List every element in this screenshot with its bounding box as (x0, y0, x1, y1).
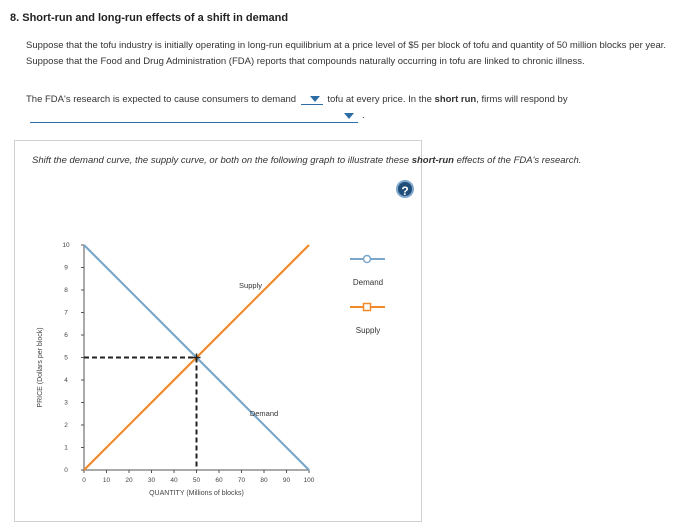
instruction-after: effects of the FDA's research. (456, 155, 582, 166)
instruction-text: Shift the demand curve, the supply curve… (32, 155, 581, 166)
x-axis-label: QUANTITY (Millions of blocks) (149, 490, 244, 497)
instruction-bold: short-run (411, 155, 454, 166)
chevron-down-icon (344, 113, 354, 119)
short-run-bold: short run (434, 94, 477, 106)
chevron-down-icon (309, 96, 320, 102)
y-tick-label: 4 (64, 377, 68, 384)
demand-curve-label: Demand (250, 409, 278, 418)
y-tick-label: 5 (64, 355, 68, 362)
y-tick-label: 2 (64, 422, 68, 429)
x-tick-label: 50 (193, 477, 201, 484)
y-tick-label: 3 (64, 400, 68, 407)
x-tick-label: 80 (260, 477, 268, 484)
demand-change-dropdown[interactable] (300, 94, 323, 105)
x-tick-label: 100 (304, 477, 315, 484)
y-tick-label: 7 (64, 310, 68, 317)
supply-legend-label: Supply (355, 326, 381, 335)
y-tick-label: 9 (64, 265, 68, 272)
demand-legend-label: Demand (352, 278, 384, 287)
line-middle-text: tofu at every price. In the (327, 94, 432, 106)
y-tick-label: 6 (64, 332, 68, 339)
demand-legend-tool[interactable] (345, 250, 395, 270)
supply-legend-tool[interactable] (345, 298, 395, 318)
firm-response-dropdown[interactable] (30, 108, 358, 123)
y-tick-label: 1 (64, 445, 68, 452)
instruction-before: Shift the demand curve, the supply curve… (32, 155, 410, 166)
x-tick-label: 70 (238, 477, 246, 484)
supply-demand-chart[interactable]: 0 10 20 30 40 50 60 70 80 90 100 0 1 2 3 4 5 6 7 8 9 10 Suppl… (14, 200, 414, 510)
x-tick-label: 30 (148, 477, 156, 484)
x-tick-label: 40 (170, 477, 178, 484)
graph-panel (14, 140, 422, 522)
y-axis-label: PRICE (Dollars per block) (37, 327, 44, 407)
supply-curve-label: Supply (239, 281, 262, 290)
x-tick-label: 60 (215, 477, 223, 484)
y-tick-label: 0 (64, 467, 68, 474)
x-tick-label: 0 (82, 477, 86, 484)
help-button[interactable]: ? (396, 180, 414, 198)
question-title: 8. Short-run and long-run effects of a s… (10, 12, 289, 24)
y-tick-label: 10 (62, 242, 70, 249)
x-tick-label: 20 (125, 477, 133, 484)
x-tick-label: 90 (283, 477, 291, 484)
line-after-text: , firms will respond by (476, 94, 568, 106)
y-tick-label: 8 (64, 287, 68, 294)
line-before-text: The FDA's research is expected to cause … (26, 94, 297, 106)
sentence-period: . (362, 110, 365, 121)
question-paragraph: Suppose that the tofu industry is initia… (26, 40, 667, 67)
x-tick-label: 10 (103, 477, 111, 484)
question-line: The FDA's research is expected to cause … (26, 94, 686, 105)
